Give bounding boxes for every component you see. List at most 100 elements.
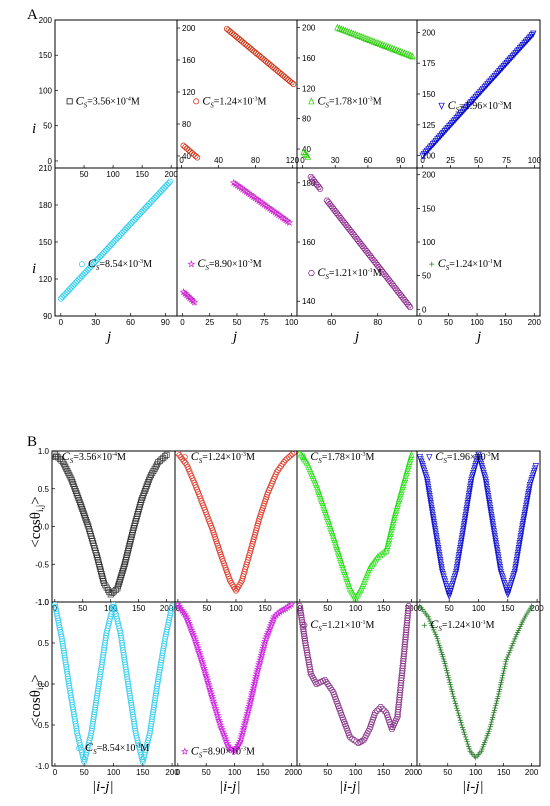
data-point: [92, 704, 99, 711]
data-point: [53, 608, 60, 615]
data-point: [391, 284, 399, 291]
data-point: [65, 678, 72, 685]
legend-exponent: -3: [498, 101, 503, 107]
data-series: [52, 602, 175, 765]
data-point: [130, 713, 137, 720]
y-tick-label: 150: [422, 204, 436, 213]
data-point: [429, 622, 435, 629]
x-tick-label: 200: [165, 170, 179, 179]
data-point: [465, 741, 471, 747]
data-point: [440, 573, 447, 581]
data-point: [402, 298, 410, 305]
data-point: [177, 454, 184, 460]
data-point: [194, 154, 201, 161]
data-point: [453, 703, 459, 709]
legend-label: CS=1.24×10-3M: [191, 449, 255, 465]
data-point: [446, 593, 453, 600]
data-point: [111, 238, 118, 244]
data-point: [491, 707, 498, 713]
data-point: [161, 638, 168, 645]
data-point: [162, 183, 169, 190]
data-point: [475, 451, 482, 459]
data-point: [388, 726, 396, 733]
data-point: [370, 558, 377, 566]
x-tick-label: 100: [107, 768, 121, 777]
data-point: [494, 698, 500, 704]
data-point: [304, 652, 311, 658]
y-tick-label: -1.0: [35, 762, 49, 771]
data-point: [61, 652, 68, 659]
x-tick-label: 50: [443, 768, 452, 777]
legend-symbol: C: [317, 93, 326, 107]
data-point: [259, 55, 266, 62]
data-point: [61, 654, 68, 661]
y-tick-label: 150: [422, 90, 436, 99]
data-point: [162, 635, 168, 642]
data-point: [371, 258, 379, 265]
data-point: [59, 640, 66, 647]
data-point: [496, 561, 503, 569]
data-point: [334, 703, 342, 709]
data-point: [81, 270, 88, 277]
legend-value: =1.96×10: [459, 101, 498, 112]
data-point: [404, 615, 411, 621]
data-point: [150, 196, 157, 203]
data-point: [345, 225, 353, 232]
data-point: [77, 501, 84, 508]
data-point: [449, 580, 456, 588]
data-point: [185, 147, 192, 154]
data-point: [482, 476, 489, 484]
data-point: [484, 490, 491, 498]
data-point: [479, 746, 485, 752]
x-tick-label: 200: [165, 768, 179, 777]
data-point: [280, 72, 287, 79]
data-point: [364, 250, 372, 256]
data-point: [493, 703, 499, 709]
data-point: [289, 451, 296, 457]
y-tick-label: 200: [422, 171, 436, 180]
data-point: [367, 721, 375, 728]
y-tick-label: 180: [39, 201, 53, 210]
data-point: [532, 463, 540, 471]
data-point: [279, 461, 286, 468]
data-point: [84, 521, 91, 528]
data-point: [492, 540, 500, 548]
data-point: [356, 239, 364, 246]
y-tick-label: 200: [182, 24, 196, 33]
x-tick-label: 50: [323, 604, 332, 613]
data-point: [325, 683, 333, 689]
data-point: [450, 693, 456, 699]
data-point: [297, 610, 305, 616]
data-point: [73, 723, 79, 730]
data-point: [436, 642, 442, 649]
data-series: [179, 178, 294, 306]
legend-subscript: S: [96, 264, 100, 272]
data-point: [502, 661, 509, 667]
y-tick-label: 100: [422, 152, 436, 161]
data-point: [490, 712, 496, 718]
data-point: [471, 465, 478, 473]
data-point: [431, 521, 438, 529]
y-tick-label: 0.0: [38, 680, 50, 689]
data-point: [354, 740, 362, 746]
data-point: [398, 293, 406, 300]
legend-value: =8.54×10: [99, 259, 138, 270]
data-point: [248, 543, 255, 550]
data-point: [159, 652, 166, 659]
data-point: [488, 516, 496, 524]
data-point: [486, 500, 493, 508]
data-point: [302, 644, 310, 651]
data-point: [58, 633, 65, 640]
data-point: [149, 716, 155, 723]
data-point: [273, 469, 280, 476]
data-point: [128, 220, 135, 227]
data-point: [496, 559, 503, 567]
data-point: [130, 716, 137, 723]
legend-label: CS=1.21×10-1M: [317, 265, 381, 281]
data-point: [426, 616, 432, 622]
data-point: [395, 290, 403, 297]
data-point: [107, 591, 114, 598]
data-point: [151, 702, 158, 709]
data-point: [162, 633, 169, 640]
